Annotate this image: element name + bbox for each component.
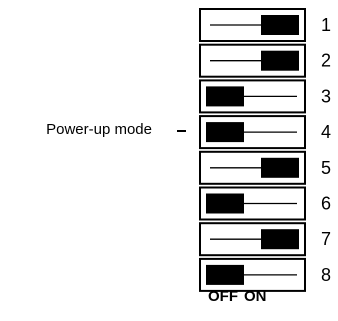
switch-number-label: 6 <box>321 194 331 214</box>
switch-row-7: 7 <box>199 222 331 257</box>
switch-row-4: 4 <box>199 115 331 150</box>
switch-knob <box>261 229 299 250</box>
switch-knob <box>261 157 299 178</box>
switch-number-label: 7 <box>321 229 331 249</box>
switch-knob <box>206 264 244 285</box>
footer-on-label: ON <box>244 288 267 305</box>
switch-row-5: 5 <box>199 150 331 185</box>
switch-number-label: 4 <box>321 122 331 142</box>
switch-row-6: 6 <box>199 186 331 221</box>
footer-off-label: OFF <box>208 288 238 305</box>
switch-row-8: 8 <box>199 257 331 292</box>
switch-knob <box>206 193 244 214</box>
switch-row-2: 2 <box>199 43 331 78</box>
switch-row-3: 3 <box>199 79 331 114</box>
switch-number-label: 8 <box>321 265 331 285</box>
switch-knob <box>261 15 299 35</box>
switch-knob <box>261 50 299 71</box>
switch-number-label: 3 <box>321 86 331 106</box>
switch-row-1: 1 <box>199 8 331 42</box>
switch-number-label: 1 <box>321 15 331 35</box>
switch-number-label: 2 <box>321 51 331 71</box>
annotation-label: Power-up mode <box>46 121 152 138</box>
switch-knob <box>206 122 244 143</box>
switch-knob <box>206 86 244 107</box>
switch-number-label: 5 <box>321 158 331 178</box>
switch-rows: 1 2 3 4 5 6 7 8 <box>199 8 331 292</box>
